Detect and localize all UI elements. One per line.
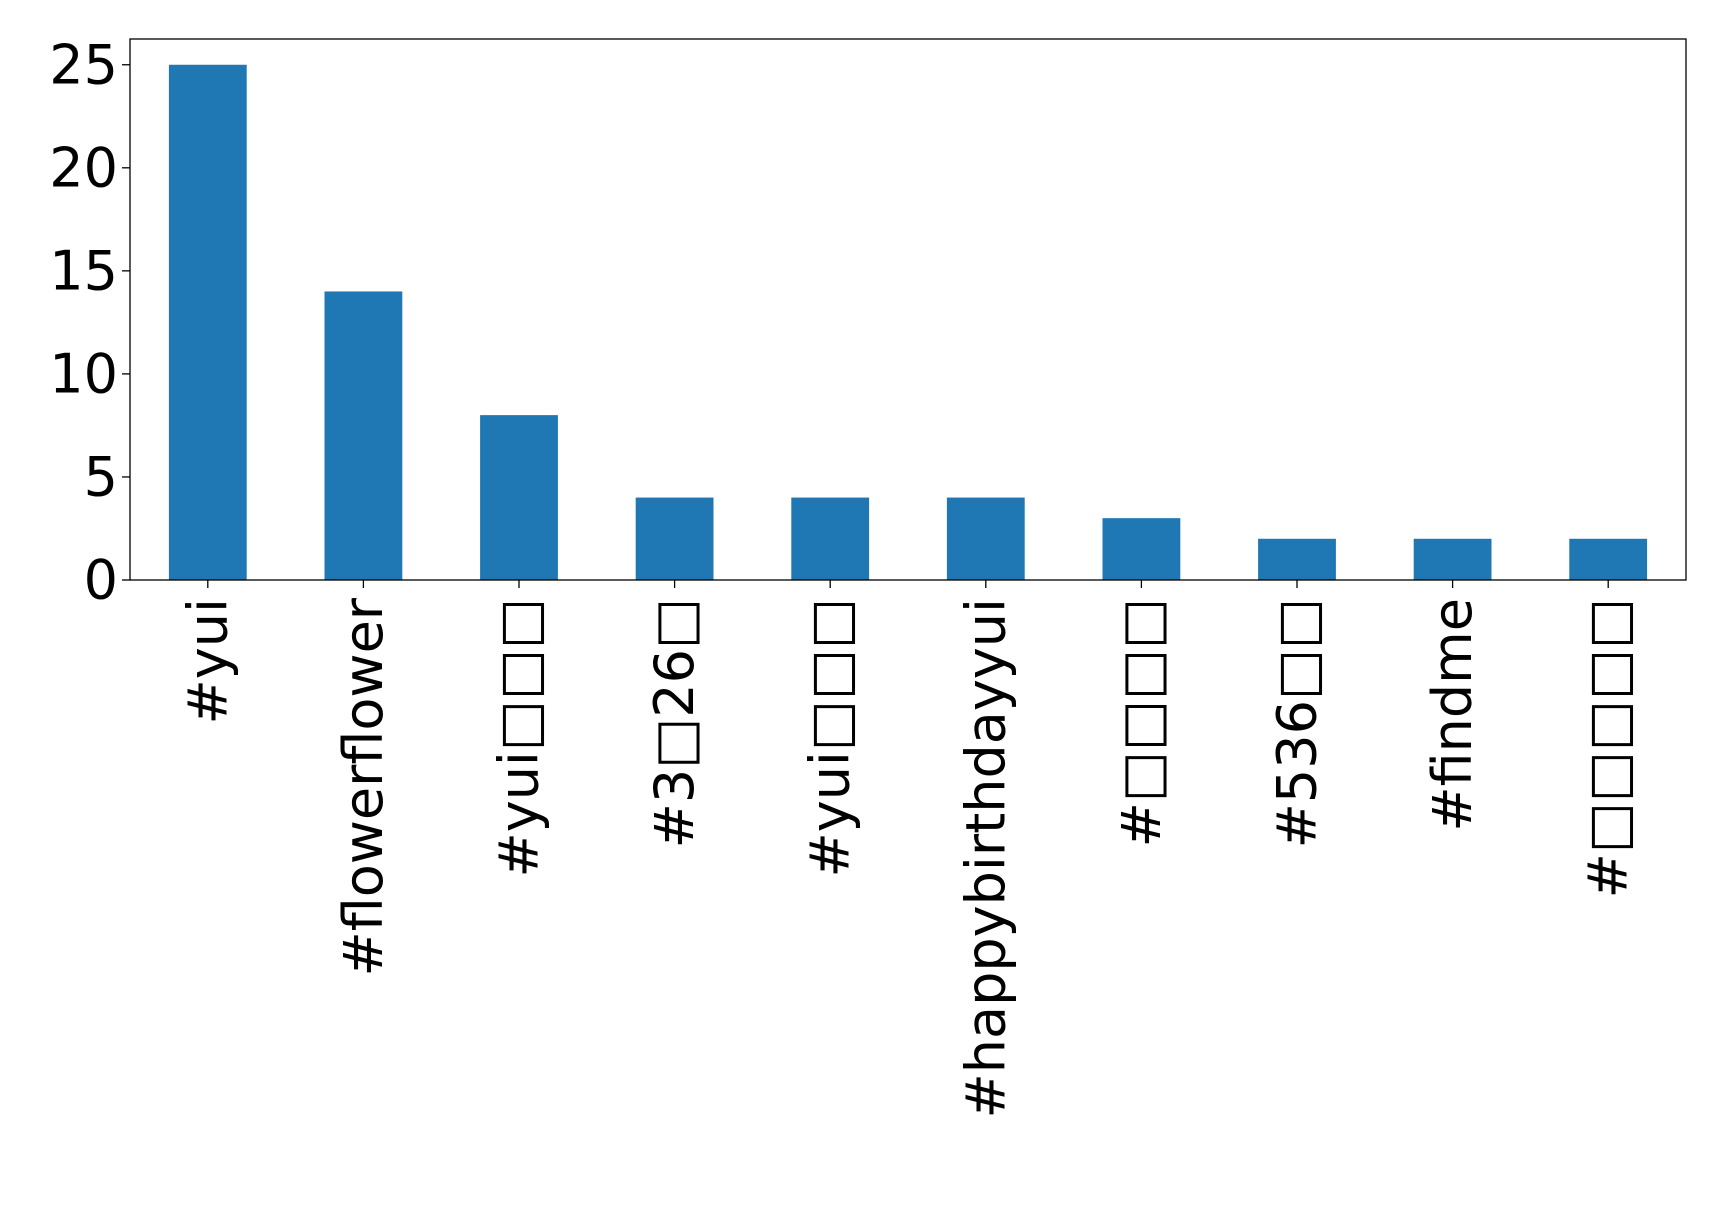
x-tick-label: #yui□□□ [488,598,551,878]
bar [480,415,558,580]
x-tick-label: #□□□□□ [1577,598,1640,898]
y-tick-label: 25 [49,33,118,96]
x-tick-label: #3□26□ [643,598,706,848]
plot-frame [129,38,1687,581]
bar [946,497,1025,580]
y-axis: 0 5 10 15 20 25 [49,33,130,612]
y-tick-label: 5 [84,445,118,508]
x-tick-label: #yui [176,598,239,724]
bar [1258,538,1336,580]
x-tick-label: #findme [1421,598,1484,832]
bars-group [168,64,1648,580]
bar [635,497,714,580]
bar [168,64,247,580]
x-axis: #yui #flowerflower #yui□□□ #3□26□ #yui□□□ #ha… [176,580,1640,1118]
x-tick-label: #□□□□ [1110,598,1173,847]
y-tick-label: 15 [49,239,118,302]
x-tick-label: #536□□ [1266,598,1329,848]
y-tick-label: 0 [84,549,118,612]
y-tick-label: 20 [49,136,118,199]
bar [1102,518,1181,580]
x-tick-label: #yui□□□ [799,598,862,878]
x-tick-label: #flowerflower [332,597,395,976]
bar [1569,538,1648,580]
bar [324,291,403,580]
bar [791,497,870,580]
x-tick-label: #happybirthdayyui [954,598,1017,1118]
bar [1413,538,1492,580]
y-tick-label: 10 [49,342,118,405]
